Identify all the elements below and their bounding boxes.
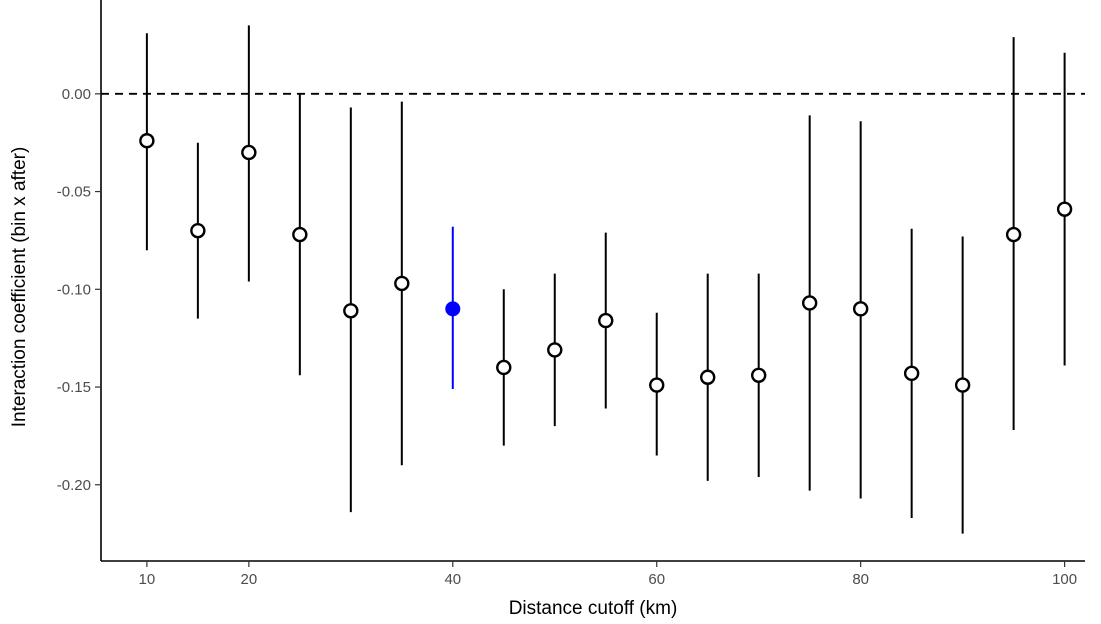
data-point	[190, 222, 206, 239]
data-point	[598, 312, 614, 329]
data-point	[1005, 226, 1022, 243]
data-point	[852, 301, 869, 317]
data-point	[547, 342, 563, 358]
data-point	[241, 144, 257, 161]
x-tick-label: 80	[852, 571, 869, 588]
x-tick-label: 10	[139, 571, 156, 588]
data-point	[394, 275, 410, 292]
y-tick-label: -0.05	[57, 184, 91, 201]
data-point	[292, 226, 308, 243]
plot-area	[101, 25, 1085, 534]
data-point	[903, 365, 920, 382]
data-point	[1056, 201, 1073, 217]
x-tick-label: 40	[444, 571, 461, 588]
highlighted-point	[445, 301, 461, 317]
y-axis-title: Interaction coefficient (bin x after)	[9, 147, 30, 428]
data-point	[954, 377, 971, 393]
y-tick-label: -0.20	[57, 477, 91, 494]
x-tick-label: 100	[1052, 571, 1077, 588]
x-axis: 10 20 40 60 80 100	[101, 560, 1085, 588]
data-point	[139, 133, 155, 149]
data-point	[700, 369, 716, 385]
x-axis-title: Distance cutoff (km)	[509, 598, 678, 619]
data-point	[649, 377, 665, 393]
data-point	[496, 359, 512, 376]
x-tick-label: 20	[241, 571, 258, 588]
data-point	[801, 295, 818, 311]
y-axis: 0.00 -0.05 -0.10 -0.15 -0.20	[57, 0, 102, 561]
y-tick-label: -0.10	[57, 281, 91, 298]
data-point	[343, 303, 359, 319]
y-tick-label: 0.00	[62, 86, 91, 103]
y-tick-label: -0.15	[57, 379, 91, 396]
x-tick-label: 60	[648, 571, 665, 588]
data-point	[750, 367, 767, 384]
